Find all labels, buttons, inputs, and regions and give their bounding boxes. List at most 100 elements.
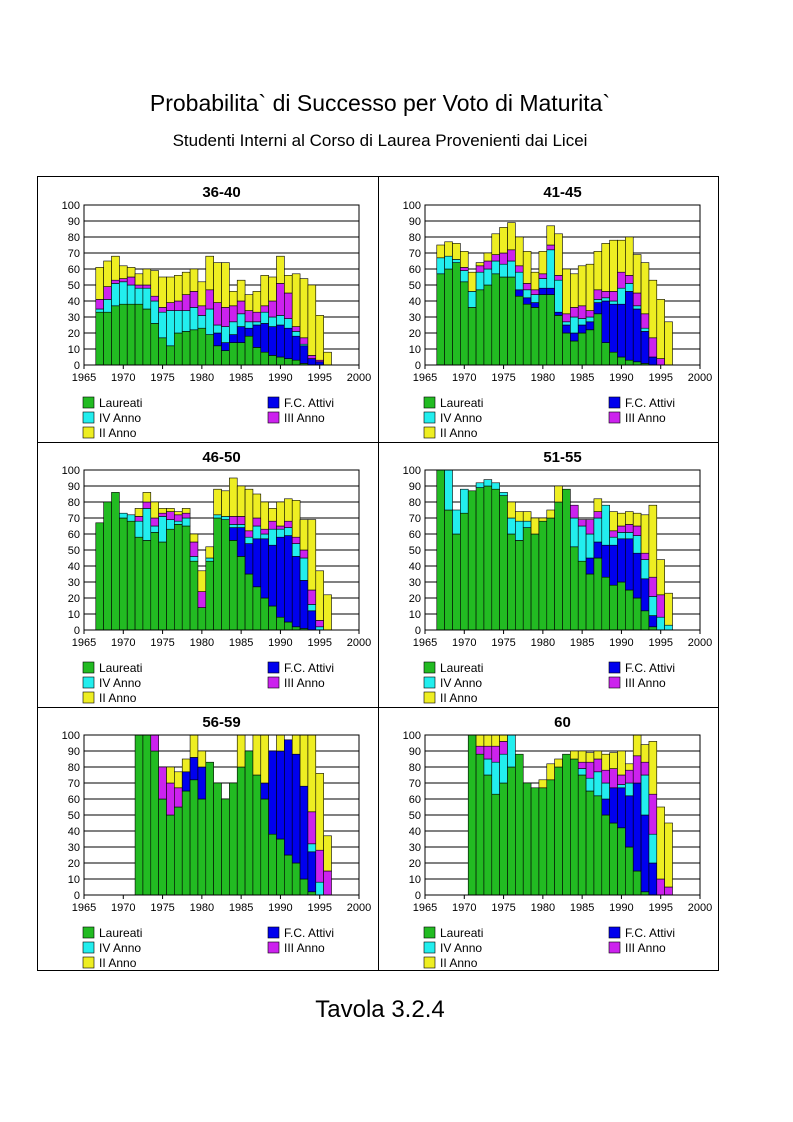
bar-segment bbox=[268, 544, 277, 607]
bar-segment bbox=[577, 560, 587, 631]
bar-segment bbox=[554, 311, 563, 316]
bar-segment bbox=[585, 263, 595, 311]
bar-segment bbox=[284, 535, 293, 623]
bar-segment bbox=[538, 779, 548, 789]
bar-segment bbox=[291, 335, 301, 361]
bar-segment bbox=[252, 321, 262, 326]
grid-divider-vertical bbox=[378, 177, 379, 970]
bar-segment bbox=[236, 516, 246, 525]
bar-segment bbox=[483, 758, 493, 776]
bar-segment bbox=[648, 615, 658, 628]
bar-segment bbox=[276, 750, 285, 840]
y-tick-label: 40 bbox=[409, 826, 421, 838]
bar-segment bbox=[530, 517, 540, 535]
bar-segment bbox=[150, 501, 159, 519]
bar-segment bbox=[221, 350, 230, 366]
bar-segment bbox=[174, 806, 183, 896]
legend-swatch bbox=[267, 941, 280, 954]
bar-segment bbox=[244, 573, 254, 631]
x-tick-label: 1975 bbox=[150, 902, 174, 914]
bar-segment bbox=[632, 552, 642, 599]
legend-swatch bbox=[423, 676, 436, 689]
x-tick-label: 2000 bbox=[347, 637, 371, 649]
y-tick-label: 40 bbox=[68, 296, 80, 308]
bar-segment bbox=[284, 739, 293, 856]
x-tick-label: 1985 bbox=[229, 902, 253, 914]
bar-segment bbox=[522, 782, 532, 896]
bar-segment bbox=[95, 267, 104, 300]
bar-segment bbox=[515, 753, 524, 896]
bar-segment bbox=[467, 734, 477, 896]
bar-segment bbox=[467, 307, 477, 366]
bar-segment bbox=[299, 785, 309, 880]
y-tick-label: 60 bbox=[68, 264, 80, 276]
y-tick-label: 10 bbox=[409, 874, 421, 886]
y-tick-label: 30 bbox=[68, 577, 80, 589]
bar-segment bbox=[609, 291, 618, 302]
bar-segment bbox=[142, 508, 152, 541]
bar-segment bbox=[530, 289, 540, 295]
bar-segment bbox=[515, 265, 524, 273]
legend-label: Laureati bbox=[99, 396, 142, 410]
y-tick-label: 20 bbox=[68, 858, 80, 870]
bar-segment bbox=[134, 734, 144, 896]
bar-segment bbox=[268, 833, 277, 896]
chart-title: 46-50 bbox=[202, 449, 240, 466]
bar-segment bbox=[126, 514, 136, 522]
bar-segment bbox=[554, 279, 563, 313]
bar-segment bbox=[491, 793, 500, 896]
y-tick-label: 100 bbox=[62, 465, 80, 477]
bar-segment bbox=[546, 249, 555, 289]
legend-swatch bbox=[423, 411, 436, 424]
bar-segment bbox=[562, 332, 571, 366]
bar-segment bbox=[119, 512, 128, 519]
bar-segment bbox=[515, 271, 524, 291]
bar-segment bbox=[197, 766, 207, 800]
bar-segment bbox=[570, 307, 579, 318]
bar-segment bbox=[229, 342, 238, 366]
bar-segment bbox=[648, 356, 658, 366]
bar-segment bbox=[664, 886, 673, 896]
bar-segment bbox=[291, 862, 301, 896]
bar-segment bbox=[268, 750, 277, 835]
y-tick-label: 50 bbox=[68, 810, 80, 822]
bar-segment bbox=[562, 268, 571, 315]
bar-segment bbox=[593, 750, 603, 760]
legend-label: F.C. Attivi bbox=[625, 661, 675, 675]
y-tick-label: 50 bbox=[68, 280, 80, 292]
bar-segment bbox=[213, 782, 222, 896]
bar-segment bbox=[507, 249, 516, 262]
bar-segment bbox=[213, 345, 222, 366]
bar-segment bbox=[625, 524, 634, 533]
bar-segment bbox=[475, 289, 485, 366]
bar-segment bbox=[252, 347, 262, 366]
bar-segment bbox=[475, 482, 485, 488]
bar-segment bbox=[609, 300, 618, 305]
bar-segment bbox=[291, 500, 301, 538]
bar-segment bbox=[197, 607, 207, 631]
legend-label: IV Anno bbox=[440, 411, 482, 425]
bar-segment bbox=[119, 303, 128, 366]
bar-segment bbox=[142, 284, 152, 289]
bar-segment bbox=[189, 556, 199, 562]
bar-segment bbox=[111, 305, 120, 366]
bar-segment bbox=[150, 270, 159, 297]
x-tick-label: 1980 bbox=[190, 372, 214, 384]
bar-segment bbox=[205, 560, 214, 631]
bar-segment bbox=[260, 501, 269, 530]
bar-segment bbox=[229, 477, 238, 517]
legend-swatch bbox=[82, 676, 95, 689]
bar-segment bbox=[522, 527, 532, 631]
bar-segment bbox=[632, 525, 642, 536]
legend-swatch bbox=[608, 926, 621, 939]
bar-segment bbox=[632, 782, 642, 872]
y-tick-label: 30 bbox=[409, 577, 421, 589]
bar-segment bbox=[640, 744, 650, 763]
bar-segment bbox=[530, 533, 540, 631]
bar-segment bbox=[507, 501, 516, 519]
bar-segment bbox=[189, 291, 199, 308]
bar-segment bbox=[617, 581, 626, 631]
bar-segment bbox=[483, 745, 493, 760]
x-tick-label: 1985 bbox=[570, 372, 594, 384]
x-tick-label: 1985 bbox=[229, 637, 253, 649]
